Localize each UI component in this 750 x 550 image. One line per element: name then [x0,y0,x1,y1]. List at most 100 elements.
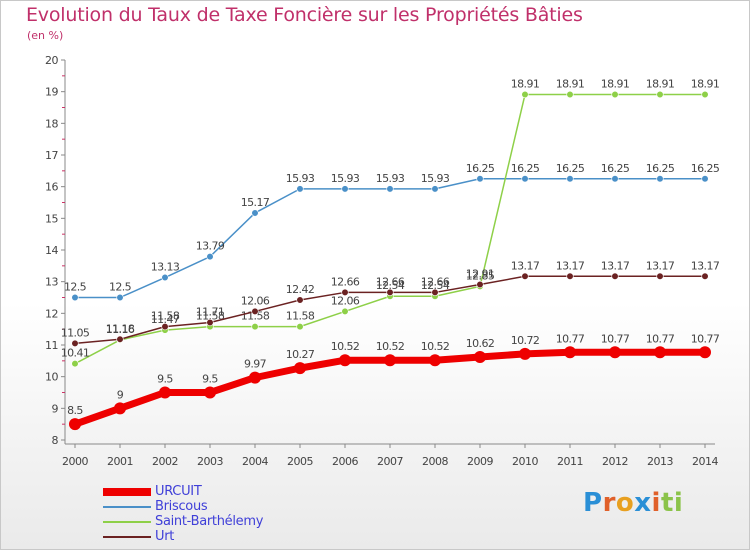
data-label: 15.93 [331,172,360,185]
data-point [116,293,124,302]
data-label: 13.17 [691,259,720,272]
logo-letter: i [651,488,661,518]
data-label: 11.47 [151,313,180,326]
x-tick-label: 2003 [197,455,223,468]
data-point [611,90,619,99]
data-point [296,323,304,331]
legend-label: URCUIT [155,484,202,499]
data-label: 12.66 [376,275,405,288]
data-label: 15.93 [286,172,315,185]
data-label: 18.91 [691,78,720,91]
data-label: 9.5 [202,373,218,386]
data-point [609,346,621,359]
data-point [656,272,664,280]
data-point [386,185,394,193]
data-point [701,272,709,280]
data-label: 12.54 [421,279,450,292]
y-tick-label: 16 [45,181,58,194]
logo-letter: r [602,488,616,518]
data-point [521,175,529,183]
data-point [521,272,529,280]
y-tick-label: 10 [45,371,58,384]
logo-letter: i [673,488,684,518]
data-point [429,354,441,367]
chart-subtitle: (en %) [27,29,64,42]
data-point [386,288,394,297]
x-tick-label: 2010 [512,455,538,468]
legend-swatch [103,506,151,508]
data-label: 10.52 [421,340,450,353]
data-label: 12.06 [331,294,360,307]
data-label: 9.97 [244,358,267,371]
data-point [476,175,484,183]
legend-label: Saint-Barthélemy [155,514,264,529]
data-label: 18.91 [556,78,585,91]
data-label: 11.71 [196,306,225,319]
data-label: 10.77 [646,332,675,345]
x-tick-label: 2014 [692,455,718,468]
legend-swatch [103,488,151,496]
data-point [564,346,576,359]
legend-swatch [103,536,151,538]
data-point [69,418,81,431]
data-point [519,347,531,360]
chart-title: Evolution du Taux de Taxe Foncière sur l… [26,4,583,26]
y-tick-label: 8 [52,434,59,447]
data-label: 12.66 [331,275,360,288]
data-point [251,323,259,331]
logo-letter: o [615,488,635,518]
y-tick-label: 13 [45,276,58,289]
data-label: 18.91 [646,78,675,91]
data-label: 10.27 [286,348,315,361]
data-label: 10.41 [61,347,90,360]
x-tick-label: 2006 [332,455,358,468]
data-label: 12.85 [466,269,495,282]
legend-label: Urt [155,529,175,544]
data-label: 13.13 [151,261,180,274]
data-label: 12.5 [64,281,87,294]
y-tick-label: 18 [45,117,58,130]
data-point [566,175,574,183]
data-point [566,272,574,280]
data-point [206,318,214,327]
data-label: 9 [117,388,124,401]
data-point [206,253,214,261]
data-label: 13.17 [646,259,675,272]
y-tick-label: 15 [45,212,58,225]
data-point [474,351,486,364]
data-point [159,386,171,399]
data-point [566,90,574,99]
y-tick-label: 19 [45,86,58,99]
data-label: 10.52 [376,340,405,353]
data-point [114,402,126,415]
data-point [656,90,664,99]
logo-letter: t [660,488,674,518]
data-label: 12.5 [109,281,132,294]
x-tick-label: 2009 [467,455,493,468]
legend-label: Briscous [155,499,208,514]
data-point [341,288,349,297]
data-point [251,307,259,316]
data-label: 15.93 [421,172,450,185]
data-label: 12.42 [286,283,315,296]
data-label: 13.17 [601,259,630,272]
data-point [431,288,439,297]
data-point [384,354,396,367]
data-label: 12.54 [376,279,405,292]
data-point [294,362,306,375]
data-label: 16.25 [691,162,720,175]
x-tick-label: 2004 [242,455,268,468]
data-label: 11.16 [106,323,135,336]
data-label: 15.17 [241,196,270,209]
x-tick-label: 2001 [107,455,133,468]
data-point [296,185,304,193]
data-point [699,346,711,359]
data-point [431,185,439,193]
data-label: 10.72 [511,334,540,347]
x-tick-label: 2002 [152,455,178,468]
data-point [71,360,79,368]
data-point [341,307,349,316]
data-label: 12.66 [421,275,450,288]
data-label: 11.58 [196,310,225,323]
